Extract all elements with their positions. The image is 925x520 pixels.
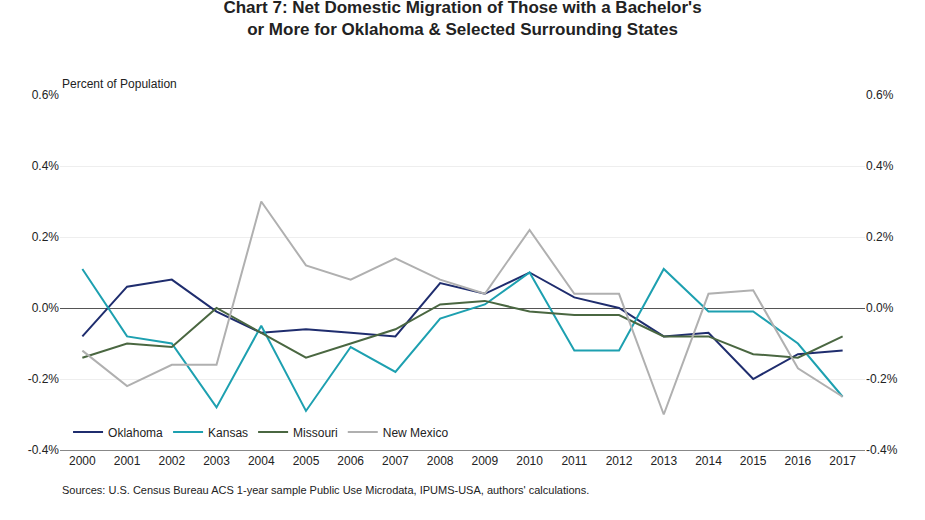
- svg-text:2012: 2012: [606, 454, 633, 468]
- svg-text:2002: 2002: [158, 454, 185, 468]
- svg-text:0.0%: 0.0%: [866, 301, 894, 315]
- svg-text:2017: 2017: [829, 454, 856, 468]
- svg-text:2013: 2013: [650, 454, 677, 468]
- svg-text:0.2%: 0.2%: [866, 230, 894, 244]
- svg-text:2004: 2004: [248, 454, 275, 468]
- svg-text:2016: 2016: [785, 454, 812, 468]
- svg-text:2011: 2011: [561, 454, 587, 468]
- svg-text:2009: 2009: [472, 454, 499, 468]
- svg-text:Percent of Population: Percent of Population: [62, 77, 177, 91]
- svg-text:-0.2%: -0.2%: [866, 372, 898, 386]
- svg-text:Kansas: Kansas: [208, 426, 248, 440]
- svg-text:2007: 2007: [382, 454, 409, 468]
- svg-text:2001: 2001: [114, 454, 141, 468]
- svg-text:2014: 2014: [695, 454, 722, 468]
- svg-text:Sources: U.S. Census Bureau AC: Sources: U.S. Census Bureau ACS 1-year s…: [62, 484, 589, 496]
- svg-text:0.6%: 0.6%: [866, 88, 894, 102]
- svg-text:0.4%: 0.4%: [866, 159, 894, 173]
- svg-text:2003: 2003: [203, 454, 230, 468]
- svg-text:-0.4%: -0.4%: [866, 443, 898, 457]
- svg-text:2015: 2015: [740, 454, 767, 468]
- svg-text:Chart 7: Net Domestic Migratio: Chart 7: Net Domestic Migration of Those…: [223, 0, 701, 39]
- svg-text:Oklahoma: Oklahoma: [108, 426, 163, 440]
- svg-text:New Mexico: New Mexico: [383, 426, 449, 440]
- svg-text:0.0%: 0.0%: [32, 301, 60, 315]
- svg-text:0.6%: 0.6%: [32, 88, 60, 102]
- svg-text:Missouri: Missouri: [293, 426, 338, 440]
- svg-text:2005: 2005: [293, 454, 320, 468]
- svg-text:0.4%: 0.4%: [32, 159, 60, 173]
- svg-text:2006: 2006: [337, 454, 364, 468]
- svg-text:2008: 2008: [427, 454, 454, 468]
- svg-text:-0.4%: -0.4%: [28, 443, 60, 457]
- svg-text:2000: 2000: [69, 454, 96, 468]
- svg-text:0.2%: 0.2%: [32, 230, 60, 244]
- svg-text:-0.2%: -0.2%: [28, 372, 60, 386]
- svg-text:2010: 2010: [516, 454, 543, 468]
